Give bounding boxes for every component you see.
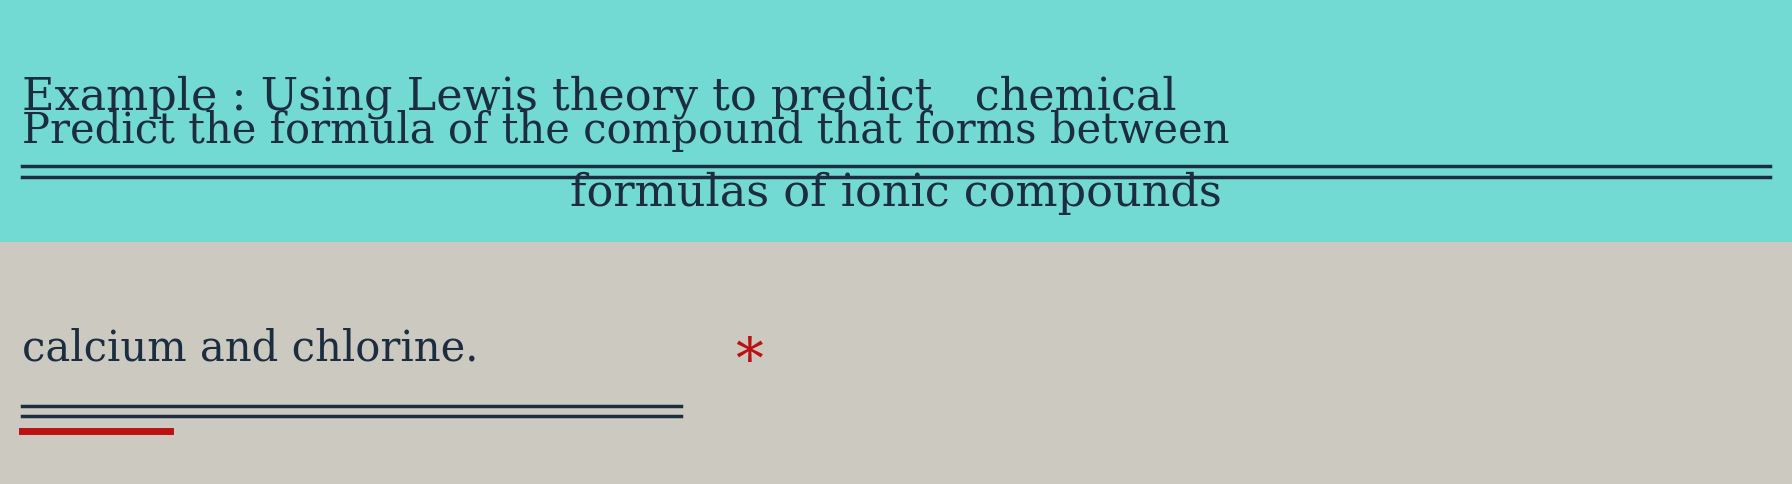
Text: Predict the formula of the compound that forms between: Predict the formula of the compound that… (22, 110, 1229, 151)
Bar (0, 0, 1792, 242)
Text: *: * (735, 335, 762, 391)
Bar (0, 242, 1792, 484)
Text: Example : Using Lewis theory to predict   chemical: Example : Using Lewis theory to predict … (22, 75, 1176, 119)
Text: formulas of ionic compounds: formulas of ionic compounds (570, 172, 1222, 215)
Text: calcium and chlorine.: calcium and chlorine. (22, 328, 478, 369)
